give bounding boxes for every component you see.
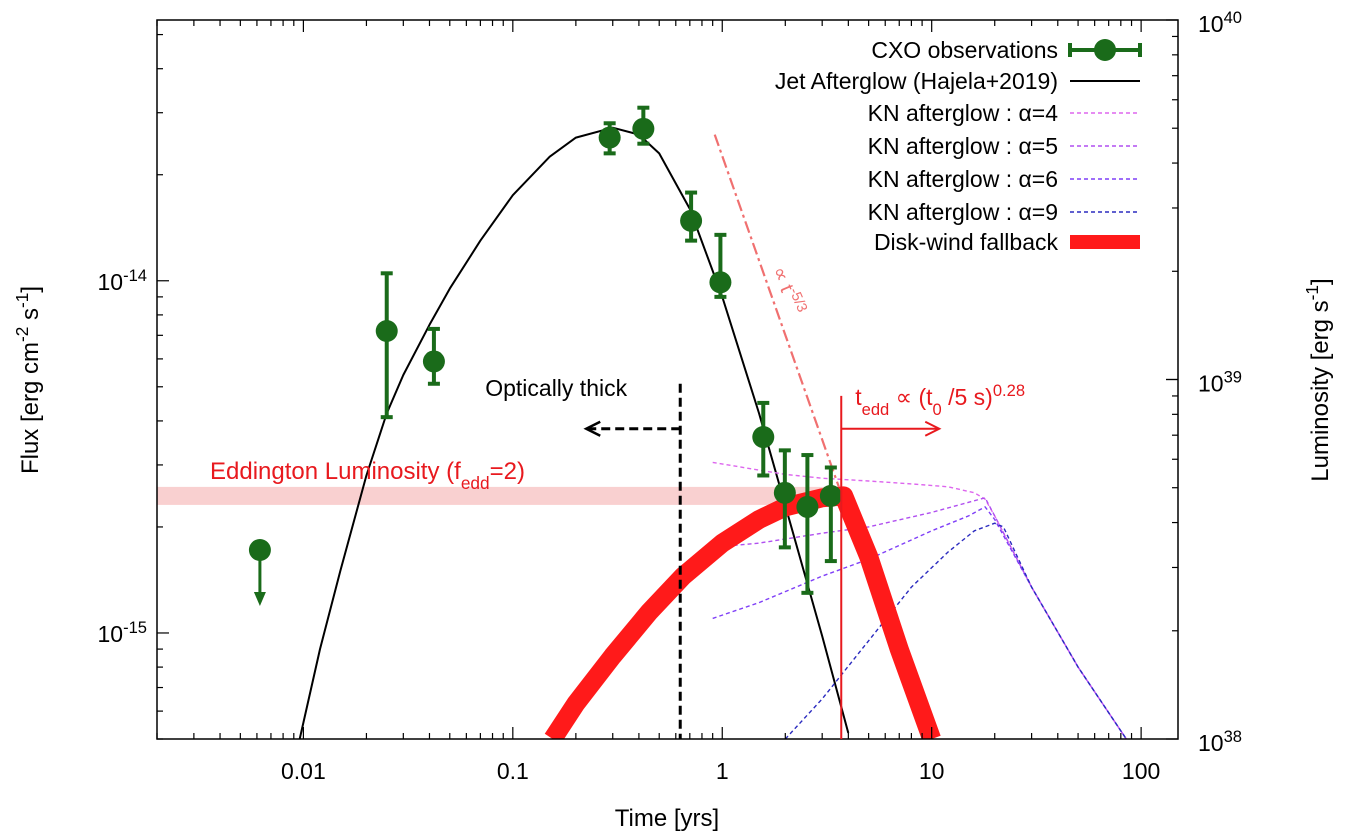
- legend-swatch-marker: [1094, 39, 1116, 61]
- data-point: [752, 426, 775, 449]
- legend: CXO observations Jet Afterglow (Hajela+20…: [775, 37, 1142, 255]
- data-point: [375, 320, 398, 343]
- x-tick-label: 1: [716, 758, 729, 784]
- legend-label: Disk-wind fallback: [874, 229, 1059, 255]
- legend-label: KN afterglow : α=6: [868, 166, 1058, 192]
- observations-layer: [248, 105, 842, 607]
- x-tick-label: 0.1: [497, 758, 529, 784]
- legend-label: KN afterglow : α=4: [868, 100, 1059, 126]
- kn-afterglow-line: [712, 506, 1127, 739]
- data-point: [598, 126, 621, 149]
- data-point: [819, 484, 842, 507]
- slope-line: [713, 134, 840, 488]
- data-point: [680, 209, 703, 232]
- data-point: [632, 117, 655, 140]
- data-point: [709, 271, 732, 294]
- tedd-label: tedd ∝ (t0 /5 s)0.28: [855, 380, 1025, 418]
- legend-label: KN afterglow : α=9: [868, 199, 1058, 225]
- y-axis-label: Flux [erg cm-2 s-1]: [12, 286, 44, 474]
- y-right-tick-label: 1040: [1198, 8, 1242, 38]
- x-tick-label: 0.01: [281, 758, 326, 784]
- legend-label: CXO observations: [871, 37, 1058, 63]
- upper-limit-point: [248, 539, 271, 562]
- data-point: [422, 350, 445, 373]
- data-point: [796, 495, 819, 518]
- annotations-layer: Eddington Luminosity (fedd=2) Optically t…: [210, 262, 1025, 739]
- y-tick-label: 10-15: [97, 617, 147, 647]
- eddington-label: Eddington Luminosity (fedd=2): [210, 458, 525, 493]
- y-right-tick-label: 1038: [1198, 727, 1242, 757]
- legend-label: KN afterglow : α=5: [868, 133, 1058, 159]
- data-point: [773, 481, 796, 504]
- axes-layer: 0.01 0.1 1 10 100 10-15 10-14 1038 1039 1040 Flux …: [12, 8, 1334, 785]
- slope-label: ∝ t-5/3: [767, 262, 810, 318]
- y-right-tick-label: 1039: [1198, 367, 1242, 397]
- jet-afterglow-line: [298, 126, 850, 739]
- y-right-axis-label: Luminosity [erg s-1]: [1302, 278, 1334, 481]
- legend-label: Jet Afterglow (Hajela+2019): [775, 68, 1058, 94]
- y-tick-label: 10-14: [97, 265, 147, 295]
- eddington-band: [157, 486, 844, 505]
- disk-wind-line: [544, 486, 941, 739]
- tedd-arrowhead: [924, 420, 942, 437]
- x-axis-label: Time [yrs]: [615, 805, 719, 832]
- optically-thick-label: Optically thick: [485, 375, 627, 401]
- optically-thick-arrowhead: [583, 420, 601, 437]
- x-tick-label: 100: [1122, 758, 1160, 784]
- kn-afterglow-line: [784, 522, 1127, 739]
- upper-limit-arrowhead: [253, 592, 266, 607]
- x-tick-label: 10: [919, 758, 945, 784]
- eddington-band-layer: [157, 486, 844, 505]
- kn-afterglow-line: [712, 497, 1127, 739]
